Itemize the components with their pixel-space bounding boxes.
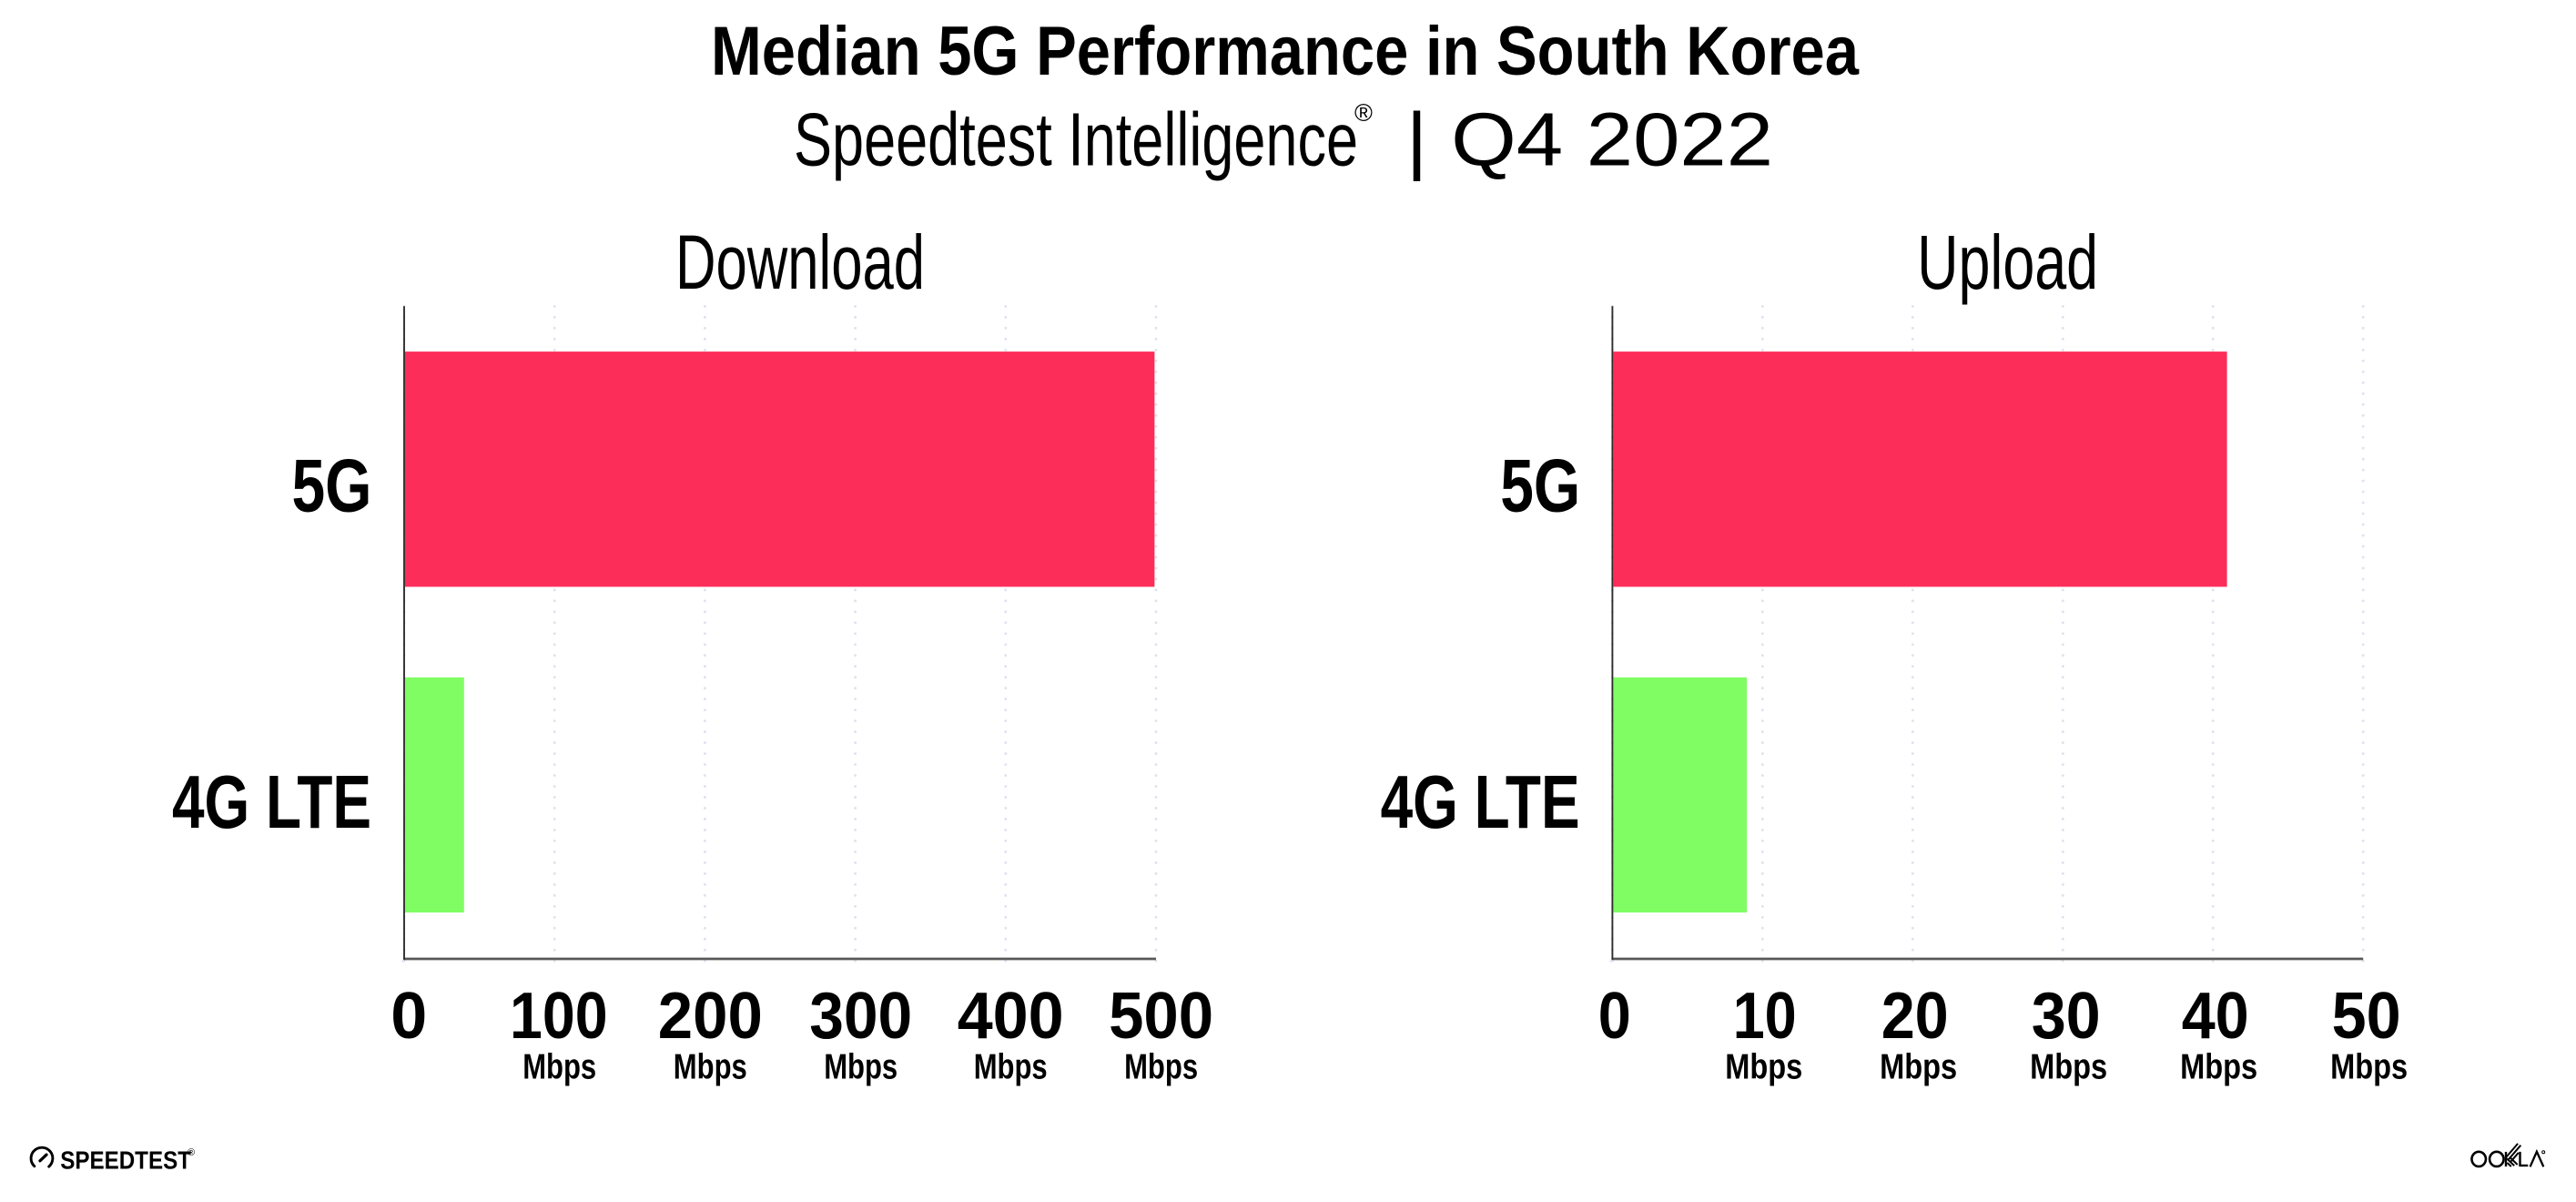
svg-text:Mbps: Mbps [974,1048,1048,1087]
svg-text:Mbps: Mbps [1880,1048,1957,1087]
svg-text:®: ® [1354,99,1373,127]
svg-text:20: 20 [1881,980,1949,1053]
svg-text:400: 400 [958,980,1064,1053]
svg-text:Mbps: Mbps [824,1048,898,1087]
svg-text:SPEEDTEST: SPEEDTEST [60,1146,191,1175]
svg-text:0: 0 [390,980,427,1053]
svg-text:200: 200 [658,980,763,1053]
svg-text:0: 0 [1598,980,1631,1053]
svg-text:30: 30 [2032,980,2101,1053]
svg-text:300: 300 [809,980,912,1053]
svg-text:Speedtest Intelligence: Speedtest Intelligence [794,97,1358,181]
svg-text:®: ® [188,1147,195,1158]
svg-text:Upload: Upload [1917,219,2098,305]
svg-text:Mbps: Mbps [674,1048,747,1087]
svg-text:10: 10 [1733,980,1797,1053]
svg-text:4G LTE: 4G LTE [172,759,371,844]
svg-text:5G: 5G [292,443,372,528]
svg-text:Mbps: Mbps [2180,1048,2257,1087]
svg-text:Mbps: Mbps [1124,1048,1198,1087]
svg-text:4G LTE: 4G LTE [1381,759,1580,844]
svg-text:100: 100 [510,980,608,1053]
svg-text:500: 500 [1109,980,1213,1053]
svg-text:Mbps: Mbps [2330,1048,2408,1087]
svg-text:5G: 5G [1500,443,1580,528]
svg-text:Median 5G Performance in South: Median 5G Performance in South Korea [711,13,1860,90]
svg-text:| Q4 2022: | Q4 2022 [1406,97,1774,181]
svg-text:Mbps: Mbps [522,1048,596,1087]
svg-text:40: 40 [2182,980,2249,1053]
svg-text:Mbps: Mbps [2030,1048,2107,1087]
svg-text:Mbps: Mbps [1725,1048,1802,1087]
svg-text:50: 50 [2332,980,2401,1053]
svg-text:Download: Download [675,219,925,305]
